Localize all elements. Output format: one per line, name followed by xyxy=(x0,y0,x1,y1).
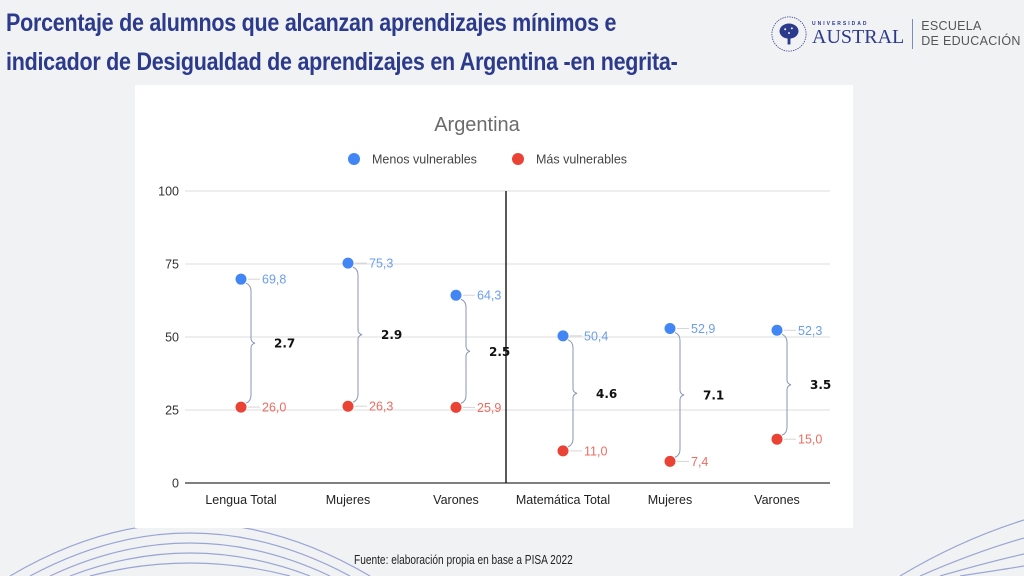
inequality-annotation: 2.9 xyxy=(381,328,402,342)
slide-title-line-2: indicador de Desigualdad de aprendizajes… xyxy=(6,48,678,76)
legend-label-mas: Más vulnerables xyxy=(536,153,627,167)
point-mas-vulnerables xyxy=(342,400,354,412)
data-marks: 69,8 26,0 2.7 75,3 26,3 2.9 64,3 25,9 2.5 50,4 11,… xyxy=(235,257,831,469)
gridlines xyxy=(185,190,830,484)
point-menos-vulnerables xyxy=(235,273,247,285)
legend-marker-mas xyxy=(512,153,524,165)
brace xyxy=(460,298,471,404)
data-label-mas: 15,0 xyxy=(798,433,822,447)
data-label-mas: 7,4 xyxy=(691,455,708,469)
x-tick-label: Matemática Total xyxy=(516,493,610,507)
brace xyxy=(245,282,256,404)
legend-marker-menos xyxy=(348,153,360,165)
data-label-menos: 69,8 xyxy=(262,273,286,287)
brace xyxy=(674,332,685,458)
data-label-menos: 50,4 xyxy=(584,329,608,343)
data-label-menos: 52,9 xyxy=(691,322,715,336)
y-tick-label: 100 xyxy=(158,185,179,199)
logo-school: ESCUELA DE EDUCACIÓN xyxy=(921,19,1020,49)
x-tick-label: Varones xyxy=(433,493,479,507)
brace xyxy=(567,339,578,448)
logo-school-line-1: ESCUELA xyxy=(921,19,982,33)
point-menos-vulnerables xyxy=(342,257,354,269)
inequality-annotation: 3.5 xyxy=(810,378,831,392)
inequality-annotation: 7.1 xyxy=(703,388,724,402)
austral-logo: UNIVERSIDAD AUSTRAL ESCUELA DE EDUCACIÓN xyxy=(770,12,1021,56)
x-tick-label: Mujeres xyxy=(648,493,692,507)
y-tick-label: 0 xyxy=(172,477,179,491)
point-mas-vulnerables xyxy=(235,401,247,413)
data-label-mas: 11,0 xyxy=(584,444,607,458)
legend-label-menos: Menos vulnerables xyxy=(372,153,477,167)
chart: Argentina Menos vulnerables Más vulnerab… xyxy=(158,114,831,507)
x-tick-label: Lengua Total xyxy=(205,493,276,507)
slide-title: Porcentaje de alumnos que alcanzan apren… xyxy=(6,4,678,82)
brace xyxy=(781,333,792,436)
inequality-annotation: 2.5 xyxy=(489,345,510,359)
x-tick-label: Varones xyxy=(754,493,800,507)
logo-university-name: AUSTRAL xyxy=(812,26,905,48)
brace xyxy=(352,266,363,403)
chart-panel: Argentina Menos vulnerables Más vulnerab… xyxy=(135,85,853,528)
point-mas-vulnerables xyxy=(450,401,462,413)
point-menos-vulnerables xyxy=(557,330,569,342)
x-tick-label: Mujeres xyxy=(326,493,370,507)
data-label-mas: 26,3 xyxy=(369,400,393,414)
data-label-menos: 64,3 xyxy=(477,289,501,303)
y-axis-ticks: 0 25 50 75 100 xyxy=(158,185,179,491)
point-mas-vulnerables xyxy=(557,445,569,457)
point-menos-vulnerables xyxy=(664,323,676,335)
point-mas-vulnerables xyxy=(664,455,676,467)
point-mas-vulnerables xyxy=(771,433,783,445)
inequality-annotation: 4.6 xyxy=(596,387,617,401)
logo-school-line-2: DE EDUCACIÓN xyxy=(921,34,1021,48)
point-menos-vulnerables xyxy=(771,324,783,336)
logo-university-label: UNIVERSIDAD xyxy=(812,21,869,27)
legend: Menos vulnerables Más vulnerables xyxy=(348,153,627,167)
slide-title-line-1: Porcentaje de alumnos que alcanzan apren… xyxy=(6,9,617,37)
y-tick-label: 25 xyxy=(165,404,179,418)
tree-emblem-icon xyxy=(771,16,807,52)
data-label-menos: 52,3 xyxy=(798,324,822,338)
data-label-mas: 26,0 xyxy=(262,401,286,415)
y-tick-label: 50 xyxy=(165,331,179,345)
data-label-menos: 75,3 xyxy=(369,257,393,271)
x-axis-ticks: Lengua Total Mujeres Varones Matemática Tot… xyxy=(205,493,800,507)
source-note: Fuente: elaboración propia en base a PIS… xyxy=(354,552,573,567)
y-tick-label: 75 xyxy=(165,258,179,272)
inequality-annotation: 2.7 xyxy=(274,337,295,351)
point-menos-vulnerables xyxy=(450,289,462,301)
data-label-mas: 25,9 xyxy=(477,401,501,415)
logo-separator xyxy=(912,19,914,49)
chart-title: Argentina xyxy=(434,114,520,136)
